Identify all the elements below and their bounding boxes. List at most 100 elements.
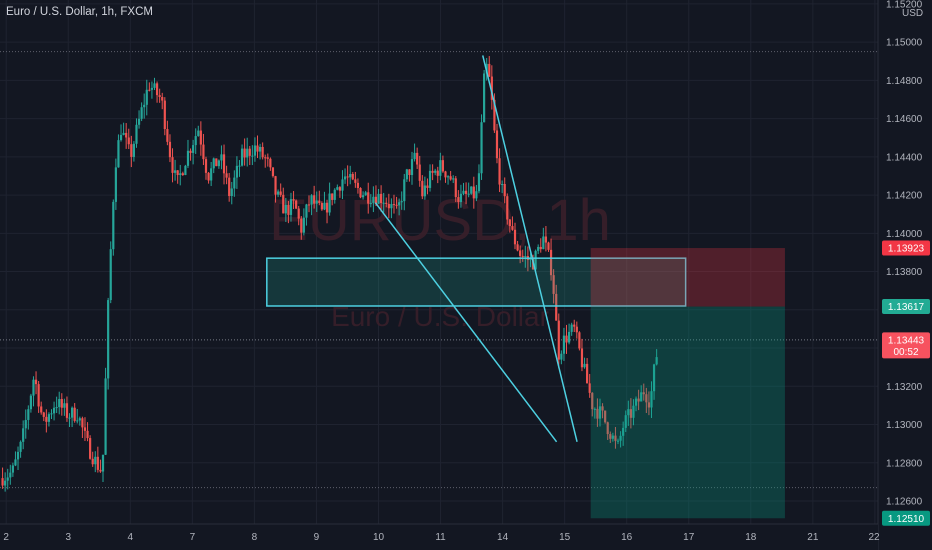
candle-body <box>55 407 58 409</box>
stop-loss-area[interactable] <box>590 248 785 307</box>
candle-body <box>598 406 602 419</box>
candle-body <box>632 405 635 418</box>
time-axis[interactable]: 2 3 4 7 8 9 10 11 14 15 16 17 18 21 22 <box>0 523 880 550</box>
candle-body <box>269 158 272 168</box>
candle-body <box>336 187 339 190</box>
candle-body <box>96 456 99 470</box>
candle-body <box>503 183 506 197</box>
candle-body <box>277 191 280 195</box>
candle-body <box>369 202 372 204</box>
time-tick-label: 22 <box>868 532 880 543</box>
candle-body <box>364 192 367 196</box>
candle-body <box>73 407 76 421</box>
candle-body <box>52 407 56 414</box>
candle-body <box>307 204 311 206</box>
wedge-trendline[interactable] <box>374 202 558 443</box>
candle-body <box>292 199 295 201</box>
candle-body <box>346 176 349 178</box>
candle-body <box>143 104 146 108</box>
candle-body <box>529 257 532 260</box>
drawing-overlays[interactable] <box>266 55 785 519</box>
time-tick-label: 3 <box>65 532 71 543</box>
stop-badge[interactable] <box>882 240 930 256</box>
price-tick-label: 1.14800 <box>886 76 923 87</box>
candle-body <box>24 419 27 429</box>
time-tick-label: 9 <box>314 532 320 543</box>
candle-body <box>524 256 527 258</box>
candle-body <box>117 140 120 168</box>
candle-body <box>333 189 336 200</box>
candle-body <box>436 170 439 176</box>
time-tick-label: 15 <box>559 532 571 543</box>
take-profit-area[interactable] <box>590 306 785 519</box>
candle-body <box>387 203 390 209</box>
candle-body <box>382 202 385 204</box>
candle-body <box>539 246 542 250</box>
candle-body <box>331 193 334 200</box>
price-axis[interactable]: 1.126001.128001.130001.132001.134001.136… <box>877 0 932 550</box>
candle-body <box>161 97 164 101</box>
candle-body <box>63 403 66 408</box>
candle-body <box>377 193 380 204</box>
candle-body <box>176 170 179 176</box>
candle-body <box>271 167 275 177</box>
target-badge[interactable] <box>882 510 930 526</box>
price-tick-label: 1.14000 <box>886 229 923 240</box>
candle-body <box>552 275 555 294</box>
watermark: EURUSD, 1h Euro / U.S. Dollar <box>269 188 611 332</box>
candle-body <box>45 416 48 422</box>
candle-body <box>475 191 478 199</box>
candle-body <box>204 159 208 173</box>
candle-body <box>444 171 447 178</box>
candle-body <box>89 438 92 459</box>
time-tick-label: 16 <box>621 532 633 543</box>
candle-body <box>68 417 71 419</box>
time-tick-label: 10 <box>373 532 385 543</box>
candle-body <box>351 173 354 180</box>
candle-body <box>11 465 14 473</box>
candle-body <box>516 244 519 251</box>
candle-body <box>454 178 457 198</box>
candle-body <box>171 157 174 173</box>
entry-badge[interactable] <box>882 299 930 315</box>
candle-body <box>235 165 239 178</box>
candle-body <box>477 173 481 192</box>
candle-body <box>361 195 365 198</box>
candle-body <box>284 204 287 214</box>
candle-body <box>609 434 612 439</box>
candle-body <box>6 477 9 481</box>
candle-body <box>645 394 648 403</box>
current-badge[interactable] <box>882 332 930 359</box>
candle-body <box>616 440 620 442</box>
candle-body <box>197 130 200 137</box>
candle-body <box>315 200 318 204</box>
candle-body <box>81 418 84 428</box>
price-tick-label: 1.13800 <box>886 267 923 278</box>
time-tick-label: 4 <box>128 532 134 543</box>
candle-body <box>547 242 550 250</box>
candle-body <box>580 348 584 368</box>
wedge-trendline[interactable] <box>482 55 578 442</box>
candle-body <box>158 95 161 98</box>
candle-body <box>428 170 432 188</box>
candle-body <box>606 422 609 435</box>
candle-body <box>107 300 110 379</box>
price-tick-label: 1.15200 <box>886 0 923 10</box>
candle-body <box>390 204 393 209</box>
candle-body <box>578 332 581 349</box>
candle-body <box>341 179 344 191</box>
candle-body <box>207 172 210 181</box>
currency-label: USD <box>902 8 923 19</box>
candle-body <box>258 146 262 152</box>
candle-body <box>483 73 486 123</box>
candle-body <box>266 157 269 159</box>
candle-body <box>374 196 378 204</box>
candle-body <box>323 202 326 210</box>
candle-body <box>637 398 640 402</box>
supply-zone-rectangle[interactable] <box>266 257 687 307</box>
candle-body <box>495 130 499 159</box>
candle-body <box>534 250 537 270</box>
candle-body <box>647 402 651 408</box>
candle-body <box>555 293 558 321</box>
